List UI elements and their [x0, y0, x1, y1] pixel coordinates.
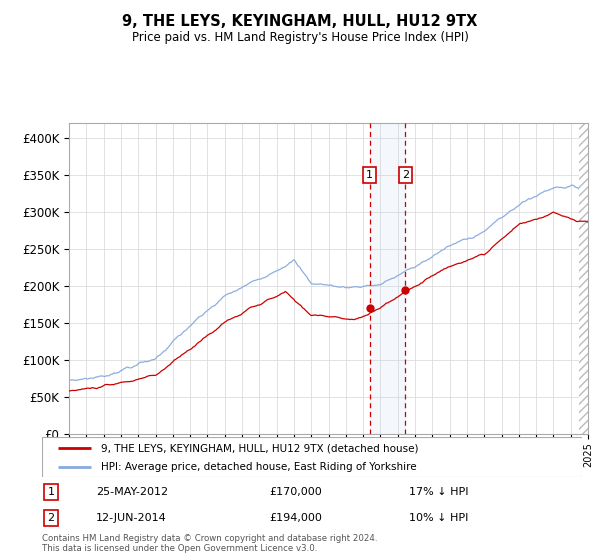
Text: Price paid vs. HM Land Registry's House Price Index (HPI): Price paid vs. HM Land Registry's House …: [131, 31, 469, 44]
Text: HPI: Average price, detached house, East Riding of Yorkshire: HPI: Average price, detached house, East…: [101, 462, 417, 472]
Text: 9, THE LEYS, KEYINGHAM, HULL, HU12 9TX (detached house): 9, THE LEYS, KEYINGHAM, HULL, HU12 9TX (…: [101, 443, 419, 453]
FancyBboxPatch shape: [42, 437, 582, 477]
Text: 9, THE LEYS, KEYINGHAM, HULL, HU12 9TX: 9, THE LEYS, KEYINGHAM, HULL, HU12 9TX: [122, 14, 478, 29]
Text: Contains HM Land Registry data © Crown copyright and database right 2024.
This d: Contains HM Land Registry data © Crown c…: [42, 534, 377, 553]
Text: 2: 2: [47, 514, 55, 524]
Text: 1: 1: [366, 170, 373, 180]
Text: £170,000: £170,000: [269, 487, 322, 497]
Text: 12-JUN-2014: 12-JUN-2014: [96, 514, 167, 524]
Text: 25-MAY-2012: 25-MAY-2012: [96, 487, 168, 497]
Text: 10% ↓ HPI: 10% ↓ HPI: [409, 514, 469, 524]
Text: £194,000: £194,000: [269, 514, 322, 524]
Text: 17% ↓ HPI: 17% ↓ HPI: [409, 487, 469, 497]
Text: 1: 1: [47, 487, 55, 497]
Text: 2: 2: [402, 170, 409, 180]
Bar: [370, 123, 406, 434]
Bar: [580, 123, 588, 434]
